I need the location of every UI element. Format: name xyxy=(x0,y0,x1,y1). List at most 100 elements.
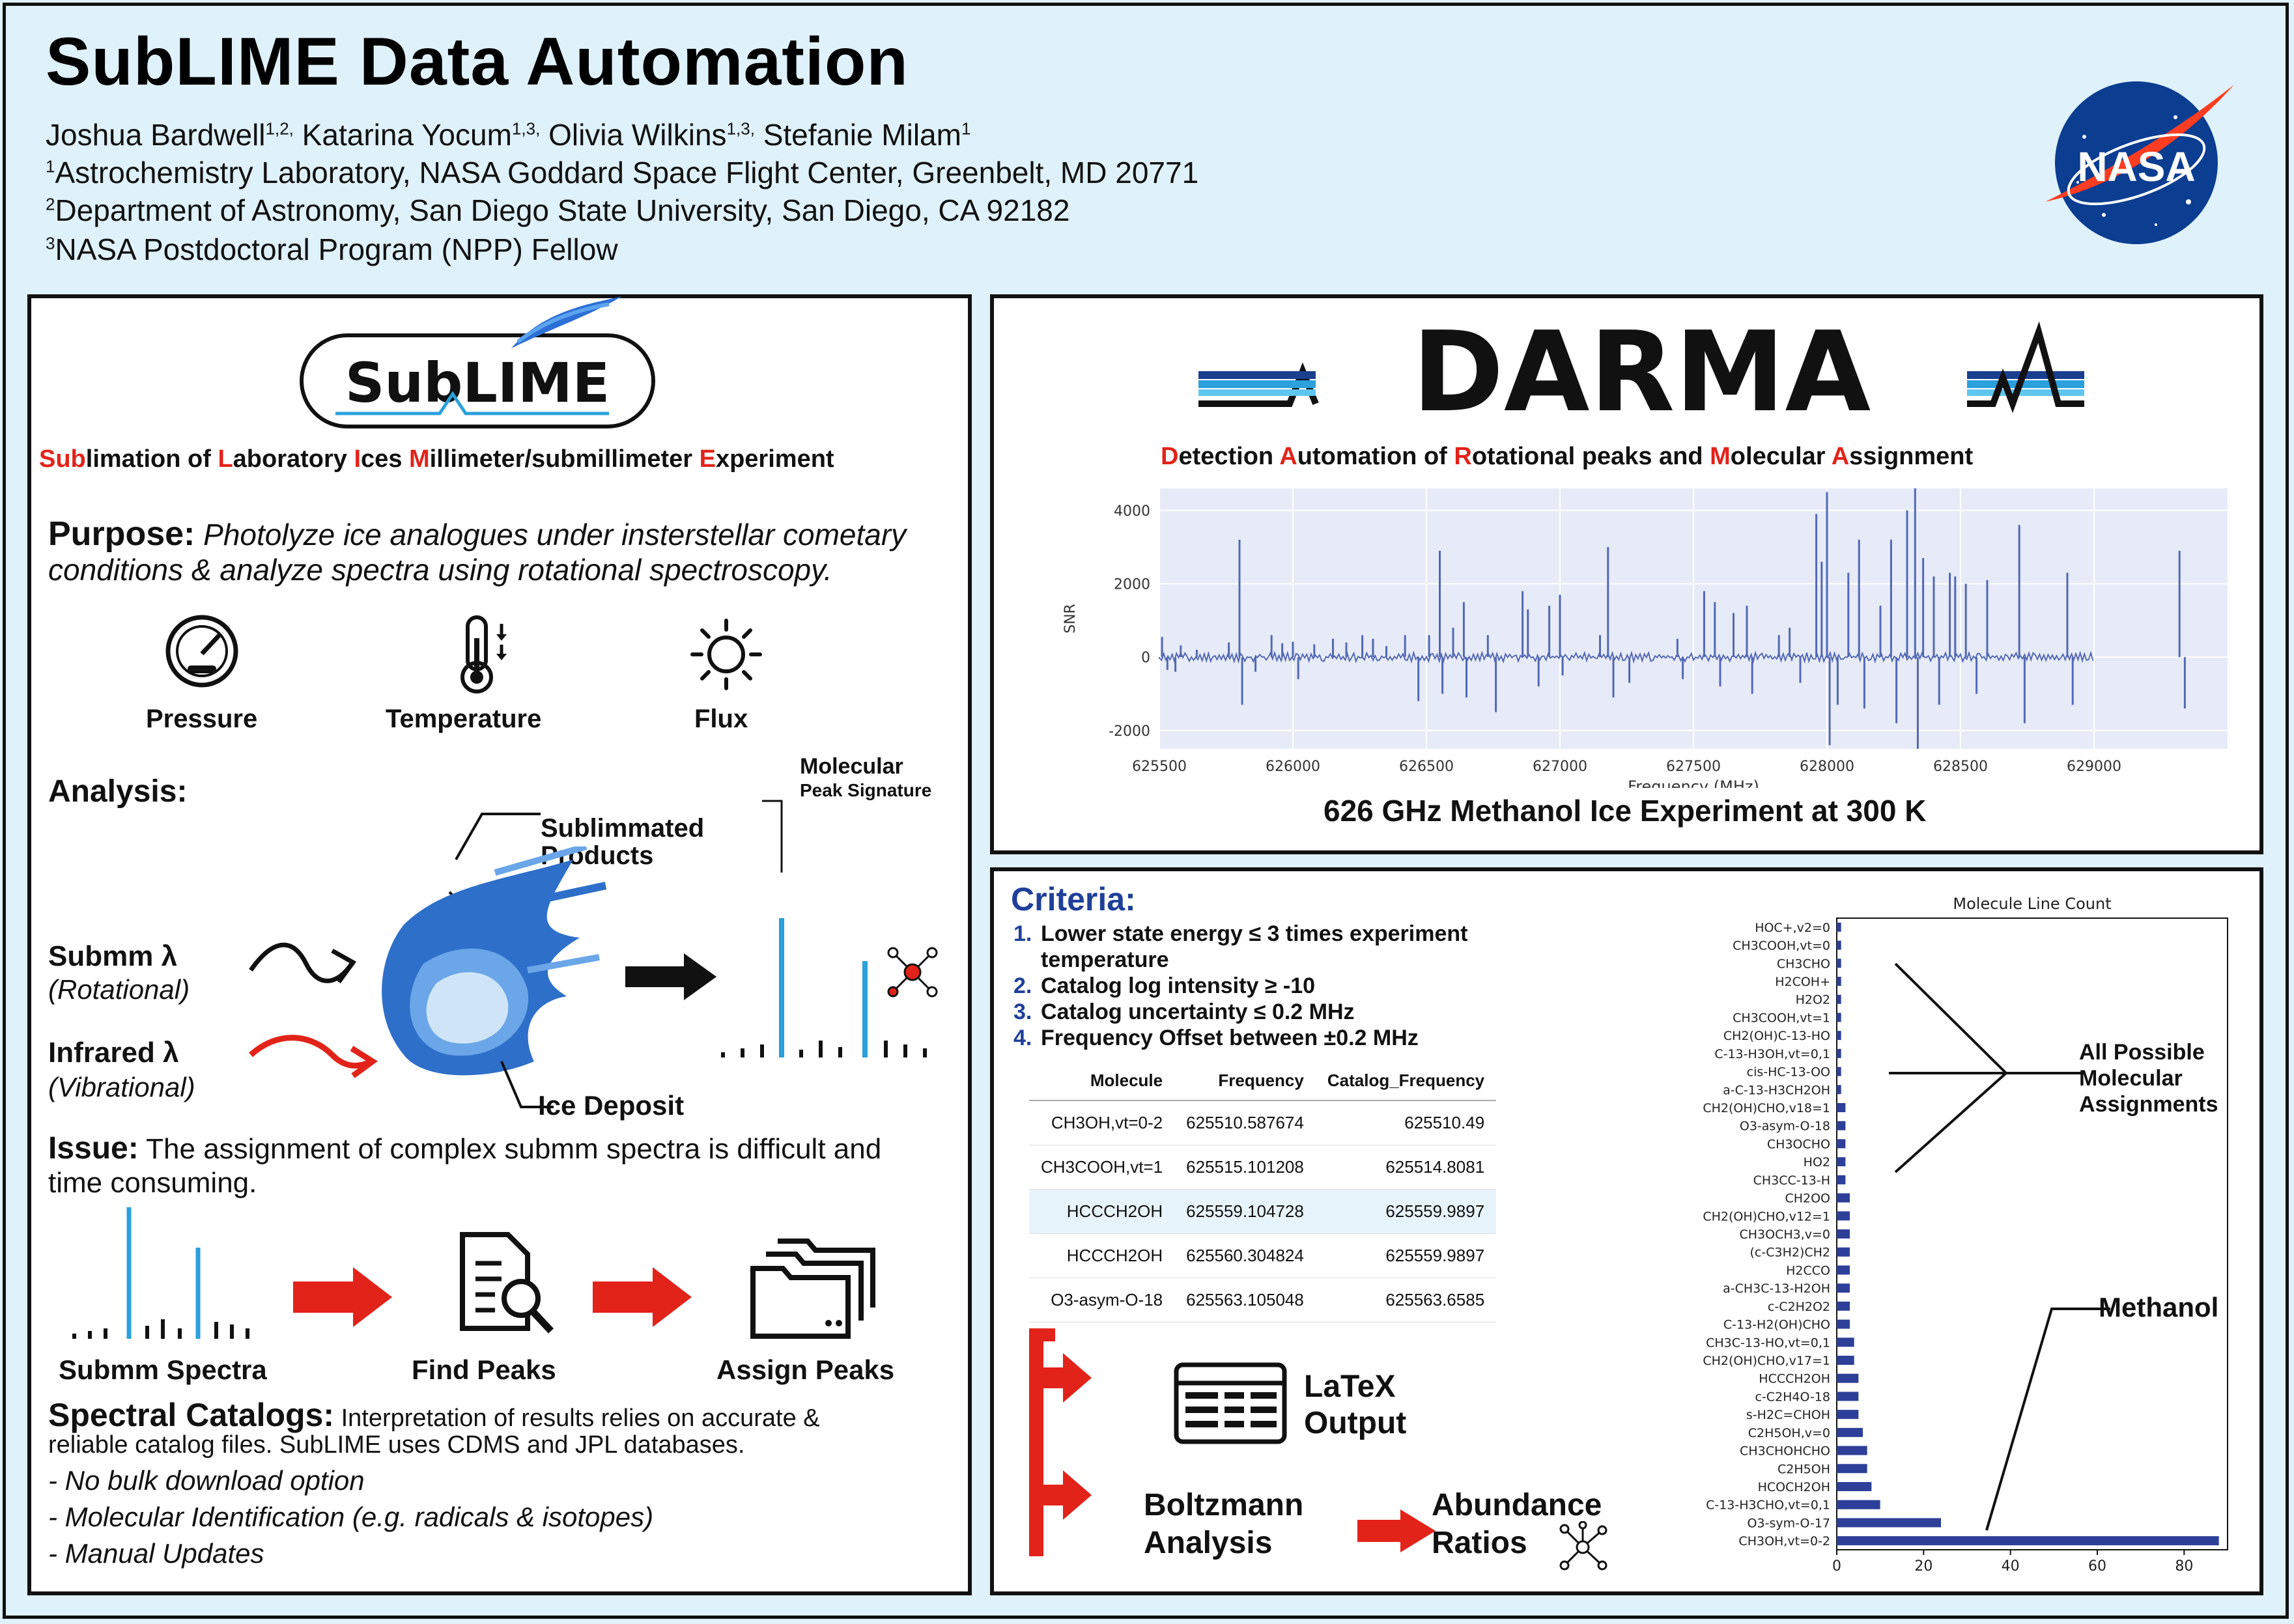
peak-signature-spectrum xyxy=(721,800,927,1057)
criteria-item: 2. Catalog log intensity ≥ -10 xyxy=(1013,973,1316,998)
infrared-label: Infrared λ xyxy=(48,1037,179,1069)
assignments-bracket xyxy=(1889,962,2084,1173)
category-label: C-13-H3CHO,vt=0,1 xyxy=(1706,1498,1830,1513)
bar xyxy=(1837,1283,1850,1293)
ice-deposit-illustration xyxy=(382,847,607,1076)
acronym-letter: A xyxy=(1831,443,1850,470)
x-tick-label: 0 xyxy=(1832,1558,1841,1575)
criteria-item-cont: temperature xyxy=(1041,947,1169,972)
table-header: Frequency xyxy=(1174,1061,1316,1101)
all-possible-label: All Possible Molecular Assignments xyxy=(2079,1039,2218,1117)
darma-caption: 626 GHz Methanol Ice Experiment at 300 K xyxy=(1324,794,1927,828)
bar xyxy=(1837,1518,1941,1528)
author-sup: 1,3, xyxy=(726,119,755,139)
all-possible-line-1: All Possible xyxy=(2079,1040,2205,1065)
sublime-panel xyxy=(27,294,972,1595)
branch-arrow-red xyxy=(1029,1328,1092,1556)
y-tick-label: 4000 xyxy=(1114,503,1150,520)
bar xyxy=(1837,1337,1854,1347)
category-label: C2H5OH,v=0 xyxy=(1748,1426,1830,1440)
table-cell: 625560.304824 xyxy=(1174,1233,1316,1278)
darma-acronym: Detection Automation of Rotational peaks… xyxy=(1161,443,1973,471)
output-label: Output xyxy=(1304,1406,1407,1440)
bullet-1: - No bulk download option xyxy=(48,1465,365,1496)
acronym-letter: R xyxy=(1454,443,1472,470)
category-label: CH3CHOHCHO xyxy=(1740,1444,1830,1459)
category-label: HO2 xyxy=(1804,1155,1830,1169)
abundance-label: Abundance xyxy=(1432,1488,1602,1522)
criteria-list: 1. Lower state energy ≤ 3 times experimen… xyxy=(1013,921,1467,1051)
bar xyxy=(1837,1247,1850,1257)
acronym-word: ssignment xyxy=(1849,443,1974,470)
x-tick-label: 627500 xyxy=(1666,759,1721,775)
table-cell: HCCCH2OH xyxy=(1029,1233,1175,1278)
bar xyxy=(1837,922,1841,932)
category-label: CH3CHO xyxy=(1777,957,1830,971)
category-label: H2COH+ xyxy=(1775,975,1830,989)
x-tick-label: 625500 xyxy=(1132,759,1187,775)
author-name: Katarina Yocum xyxy=(293,118,512,152)
table-document-icon xyxy=(1174,1362,1287,1444)
bar xyxy=(1837,1373,1859,1383)
all-possible-line-3: Assignments xyxy=(2079,1092,2218,1117)
author-sup: 1 xyxy=(961,119,971,139)
ratios-label: Ratios xyxy=(1432,1526,1527,1560)
bar xyxy=(1837,1103,1846,1112)
table-cell: 625514.8081 xyxy=(1315,1145,1497,1190)
table-header: Molecule xyxy=(1029,1061,1175,1101)
acronym-word: xperiment xyxy=(715,445,834,473)
molecule-icon xyxy=(887,947,938,998)
category-label: C2H5OH xyxy=(1777,1462,1830,1476)
acronym-letter: L xyxy=(218,445,233,473)
category-label: O3-sym-O-17 xyxy=(1748,1516,1830,1530)
purpose-line-2: conditions & analyze spectra using rotat… xyxy=(48,553,832,587)
right-arrow-black xyxy=(625,953,716,1000)
acronym-word: limation of xyxy=(85,445,218,473)
table-row: HCCCH2OH 625560.304824 625559.9897 xyxy=(1029,1233,1497,1278)
leader-line-products xyxy=(455,813,541,860)
flux-label: Flux xyxy=(694,705,748,733)
flow-label-spectra: Submm Spectra xyxy=(59,1354,267,1385)
x-tick-label: 80 xyxy=(2175,1558,2193,1575)
bar xyxy=(1837,1446,1867,1455)
category-label: H2CCO xyxy=(1786,1263,1830,1278)
author-sup: 1,3, xyxy=(511,119,541,139)
latex-label: LaTeX xyxy=(1304,1369,1396,1404)
wave-arrow-red xyxy=(249,1035,378,1078)
acronym-word: illimeter/submillimeter xyxy=(429,445,700,473)
table-cell: CH3OH,vt=0-2 xyxy=(1029,1100,1175,1145)
table-cell: 625559.9897 xyxy=(1315,1189,1497,1234)
category-label: H2O2 xyxy=(1796,993,1830,1007)
table-cell: 625510.49 xyxy=(1315,1100,1497,1145)
bar xyxy=(1837,1085,1841,1095)
gauge-icon xyxy=(165,615,238,688)
spectrum-baseline xyxy=(1159,650,2094,664)
category-label: CH3OCHO xyxy=(1767,1137,1830,1151)
bar xyxy=(1837,1265,1850,1275)
x-tick-label: 628500 xyxy=(1933,759,1988,775)
table-cell: CH3COOH,vt=1 xyxy=(1029,1145,1175,1190)
criteria-item: 3. Catalog uncertainty ≤ 0.2 MHz xyxy=(1013,1000,1355,1024)
assignment-table: Molecule Frequency Catalog_Frequency CH3OH,… xyxy=(1029,1061,1497,1323)
author-name: Joshua Bardwell xyxy=(46,118,266,152)
x-tick-label: 627000 xyxy=(1533,759,1587,775)
table-cell: O3-asym-O-18 xyxy=(1029,1278,1175,1323)
table-cell: 625515.101208 xyxy=(1174,1145,1316,1190)
folders-icon xyxy=(750,1239,875,1339)
category-label: CH3COOH,vt=1 xyxy=(1733,1011,1830,1025)
affiliation-1: 1Astrochemistry Laboratory, NASA Goddard… xyxy=(46,156,1199,189)
category-label: CH2(OH)CHO,v18=1 xyxy=(1703,1101,1830,1115)
affiliation-2: 2Department of Astronomy, San Diego Stat… xyxy=(46,193,1070,227)
line-count-chart: Molecule Line Count HOC+,v2=0 CH3COOH,vt=0… xyxy=(1703,895,2228,1575)
table-cell: 625559.9897 xyxy=(1315,1233,1497,1278)
issue-line: Issue: The assignment of complex submm s… xyxy=(48,1131,882,1166)
table-cell: HCCCH2OH xyxy=(1029,1189,1175,1234)
molecular-label: Molecular xyxy=(800,754,903,779)
bar xyxy=(1837,959,1841,968)
acronym-word: utomation of xyxy=(1297,443,1454,470)
document-search-icon xyxy=(460,1232,554,1334)
x-tick-label: 628000 xyxy=(1800,759,1854,775)
acronym-word: olecular xyxy=(1730,443,1832,470)
bar xyxy=(1837,1482,1872,1491)
peak-signature-label: Peak Signature xyxy=(800,780,932,800)
